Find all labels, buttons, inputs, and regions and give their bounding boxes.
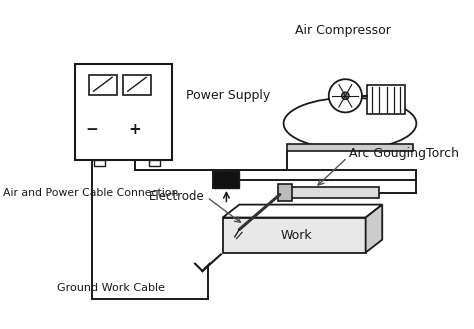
Text: Ground Work Cable: Ground Work Cable bbox=[57, 283, 165, 292]
Text: Work: Work bbox=[281, 229, 312, 242]
Bar bbox=[75, 63, 172, 160]
Bar bbox=[287, 144, 413, 151]
Polygon shape bbox=[365, 205, 382, 253]
Bar bbox=[287, 187, 380, 198]
Circle shape bbox=[342, 92, 349, 99]
Text: Air and Power Cable Connection: Air and Power Cable Connection bbox=[3, 188, 179, 198]
Bar bbox=[213, 171, 239, 188]
Text: Electrode: Electrode bbox=[148, 190, 204, 203]
Bar bbox=[93, 160, 105, 166]
Circle shape bbox=[329, 79, 362, 113]
Text: Arc GougingTorch: Arc GougingTorch bbox=[349, 147, 459, 161]
Text: −: − bbox=[85, 122, 98, 138]
Bar bbox=[366, 85, 405, 114]
Bar bbox=[278, 184, 292, 201]
Bar bbox=[89, 75, 117, 95]
Bar bbox=[123, 75, 151, 95]
Text: +: + bbox=[129, 122, 141, 138]
Polygon shape bbox=[223, 217, 365, 253]
Text: Air Compressor: Air Compressor bbox=[295, 24, 391, 37]
Polygon shape bbox=[223, 205, 382, 217]
Ellipse shape bbox=[283, 98, 416, 149]
Bar bbox=[149, 160, 160, 166]
Text: Power Supply: Power Supply bbox=[186, 89, 270, 102]
